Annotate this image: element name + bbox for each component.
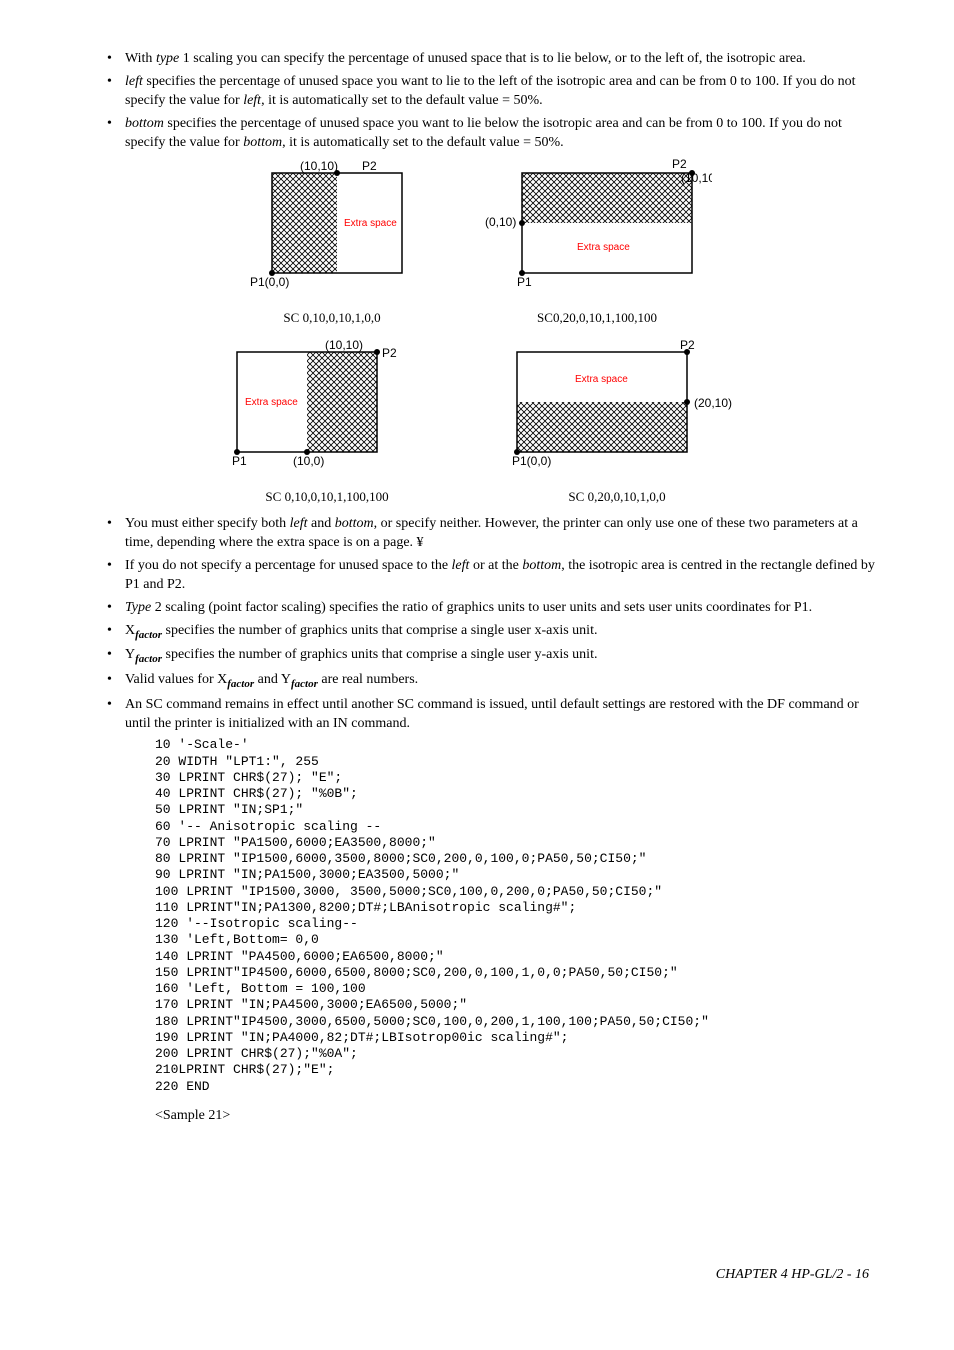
text: type [156,51,179,66]
text: are real numbers. [318,672,418,687]
diagram-1: (10,10) P2 P1(0,0) Extra space SC 0,10,0… [242,158,422,326]
bullet-2: left specifies the percentage of unused … [125,73,879,111]
text: or at the [469,558,522,573]
text: , it is automatically set to the default… [282,135,564,150]
bullet-list: With type 1 scaling you can specify the … [75,50,879,152]
p1-label: P1(0,0) [512,454,551,468]
text: and Y [254,672,291,687]
bullet-1: With type 1 scaling you can specify the … [125,50,879,69]
p1-label: P1(0,0) [250,275,289,289]
p2-label: P2 [382,346,397,360]
diagram-svg-2: P2 (10,10) (0,10) P1 Extra space [482,158,712,298]
p1-label: P1 [232,454,247,468]
subscript: factor [135,653,162,665]
bullet-4: You must either specify both left and bo… [125,515,879,553]
text: You must either specify both [125,516,290,531]
extra-label: Extra space [245,397,298,408]
diagram-svg-3: (10,10) P2 P1 (10,0) Extra space [217,337,437,477]
text: bottom [243,135,282,150]
diagram-row-2: (10,10) P2 P1 (10,0) Extra space SC 0,10… [75,337,879,505]
diagram-svg-4: P2 (20,10) P1(0,0) Extra space [497,337,737,477]
text: Type [125,600,151,615]
subscript: factor [291,678,318,690]
page-footer: CHAPTER 4 HP-GL/2 - 16 [75,1266,879,1285]
diagram-row-1: (10,10) P2 P1(0,0) Extra space SC 0,10,0… [75,158,879,326]
text: left [125,74,143,89]
extra-label: Extra space [577,242,630,253]
bullet-list-2: You must either specify both left and bo… [75,515,879,733]
text: 1 scaling you can specify the percentage… [179,51,806,66]
caption: SC 0,10,0,10,1,0,0 [242,309,422,327]
bullet-10: An SC command remains in effect until an… [125,696,879,734]
text: specifies the number of graphics units t… [162,647,597,662]
subscript: factor [227,678,254,690]
caption: SC 0,20,0,10,1,0,0 [497,488,737,506]
bullet-8: Yfactor specifies the number of graphics… [125,646,879,667]
caption: SC0,20,0,10,1,100,100 [482,309,712,327]
text: left [452,558,470,573]
text: Y [125,647,135,662]
sample-label: <Sample 21> [155,1107,879,1126]
p2-label: P2 [672,158,687,171]
text: left [243,93,261,108]
p1-label: P1 [517,275,532,289]
caption: SC 0,10,0,10,1,100,100 [217,488,437,506]
text: , it is automatically set to the default… [261,93,543,108]
text: If you do not specify a percentage for u… [125,558,452,573]
diagram-2: P2 (10,10) (0,10) P1 Extra space SC0,20,… [482,158,712,326]
left-coord: (0,10) [485,215,516,229]
bullet-7: Xfactor specifies the number of graphics… [125,622,879,643]
text: bottom [125,116,164,131]
text: specifies the number of graphics units t… [162,623,597,638]
p2-label: P2 [362,159,377,173]
bullet-9: Valid values for Xfactor and Yfactor are… [125,671,879,692]
rc-label: (20,10) [694,396,732,410]
coord-label: (10,10) [681,171,712,185]
coord-label: (10,10) [300,159,338,173]
text: X [125,623,135,638]
bullet-6: Type 2 scaling (point factor scaling) sp… [125,599,879,618]
p2-label: P2 [680,338,695,352]
bullet-5: If you do not specify a percentage for u… [125,557,879,595]
text: bottom [522,558,561,573]
text: Valid values for X [125,672,227,687]
diagram-4: P2 (20,10) P1(0,0) Extra space SC 0,20,0… [497,337,737,505]
extra-label: Extra space [344,218,397,229]
diagram-3: (10,10) P2 P1 (10,0) Extra space SC 0,10… [217,337,437,505]
br-label: (10,0) [293,454,324,468]
text: left [290,516,308,531]
subscript: factor [135,629,162,641]
text: bottom [335,516,374,531]
code-block: 10 '-Scale-' 20 WIDTH "LPT1:", 255 30 LP… [155,737,879,1095]
diagram-svg-1: (10,10) P2 P1(0,0) Extra space [242,158,422,298]
tl-label: (10,10) [325,338,363,352]
text: With [125,51,156,66]
extra-label: Extra space [575,374,628,385]
text: 2 scaling (point factor scaling) specifi… [151,600,812,615]
text: and [308,516,335,531]
bullet-3: bottom specifies the percentage of unuse… [125,115,879,153]
